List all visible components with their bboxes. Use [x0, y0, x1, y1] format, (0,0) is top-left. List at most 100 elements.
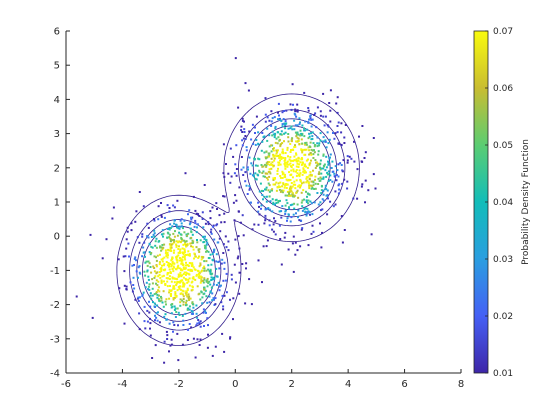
- scatter-point: [258, 213, 261, 216]
- scatter-point: [274, 132, 277, 135]
- scatter-point: [223, 267, 226, 270]
- scatter-point: [283, 186, 286, 189]
- scatter-point: [180, 268, 182, 271]
- scatter-point: [182, 295, 185, 298]
- scatter-point: [244, 180, 247, 183]
- scatter-point: [191, 288, 194, 291]
- scatter-point: [296, 162, 299, 165]
- scatter-point: [184, 271, 187, 274]
- scatter-point: [275, 137, 278, 140]
- scatter-point: [294, 145, 297, 148]
- scatter-point: [218, 289, 221, 292]
- scatter-point: [164, 300, 167, 303]
- scatter-point: [180, 292, 183, 295]
- scatter-point: [295, 170, 297, 173]
- scatter-point: [187, 328, 189, 331]
- scatter-point: [297, 196, 300, 199]
- scatter-point: [273, 217, 275, 220]
- scatter-point: [209, 231, 212, 234]
- scatter-point: [176, 266, 179, 269]
- scatter-point: [279, 190, 282, 193]
- scatter-point: [306, 166, 309, 169]
- scatter-point: [161, 260, 164, 263]
- scatter-point: [184, 172, 187, 175]
- scatter-point: [307, 137, 310, 140]
- scatter-point: [268, 119, 271, 122]
- scatter-point: [177, 285, 180, 288]
- scatter-point: [166, 204, 169, 207]
- scatter-point: [207, 268, 210, 271]
- scatter-point: [142, 205, 145, 208]
- scatter-point: [316, 192, 319, 194]
- scatter-point: [300, 219, 303, 222]
- scatter-point: [250, 162, 253, 165]
- scatter-point: [147, 278, 150, 281]
- scatter-point: [291, 176, 294, 179]
- scatter-point: [298, 163, 300, 166]
- scatter-point: [190, 269, 193, 272]
- scatter-point: [290, 108, 293, 111]
- scatter-point: [299, 186, 302, 189]
- scatter-point: [127, 242, 130, 245]
- scatter-point: [292, 213, 295, 216]
- scatter-point: [223, 175, 226, 178]
- scatter-point: [308, 174, 311, 177]
- scatter-point: [364, 201, 366, 204]
- scatter-point: [144, 274, 147, 277]
- scatter-point: [335, 102, 338, 105]
- scatter-point: [190, 218, 193, 221]
- scatter-point: [308, 193, 311, 196]
- scatter-point: [285, 178, 288, 181]
- scatter-point: [207, 324, 209, 327]
- scatter-point: [184, 258, 187, 261]
- scatter-point: [301, 142, 304, 145]
- scatter-point: [137, 266, 140, 269]
- scatter-point: [294, 241, 297, 244]
- scatter-point: [168, 350, 170, 353]
- scatter-point: [251, 164, 254, 167]
- scatter-point: [217, 281, 220, 284]
- scatter-point: [336, 169, 339, 172]
- scatter-point: [320, 177, 323, 180]
- scatter-point: [275, 202, 278, 204]
- scatter-point: [163, 340, 166, 343]
- scatter-point: [317, 177, 320, 180]
- scatter-point: [154, 240, 157, 243]
- scatter-point: [270, 150, 273, 153]
- scatter-point: [164, 313, 167, 316]
- scatter-point: [177, 311, 180, 314]
- scatter-point: [269, 172, 272, 175]
- scatter-point: [299, 161, 302, 164]
- scatter-point: [244, 137, 247, 140]
- scatter-point: [363, 157, 366, 159]
- scatter-point: [257, 157, 260, 160]
- scatter-point: [185, 272, 188, 275]
- scatter-point: [277, 131, 280, 134]
- scatter-point: [170, 303, 173, 306]
- scatter-point: [302, 170, 305, 173]
- scatter-point: [262, 198, 264, 201]
- scatter-point: [137, 296, 140, 299]
- scatter-point: [209, 210, 212, 213]
- scatter-point: [322, 153, 325, 156]
- scatter-point: [237, 255, 240, 258]
- scatter-point: [164, 283, 167, 285]
- scatter-point: [289, 220, 292, 223]
- scatter-point: [175, 295, 178, 298]
- scatter-point: [136, 236, 139, 239]
- scatter-point: [298, 184, 301, 187]
- scatter-point: [148, 311, 151, 314]
- scatter-point: [193, 268, 196, 271]
- scatter-point: [166, 285, 169, 288]
- scatter-point: [158, 261, 161, 264]
- scatter-point: [216, 223, 219, 226]
- scatter-point: [281, 191, 284, 194]
- axes: [65, 31, 461, 374]
- scatter-point: [203, 286, 206, 289]
- scatter-point: [310, 180, 313, 183]
- scatter-point: [301, 227, 304, 230]
- scatter-point: [346, 155, 349, 158]
- scatter-point: [265, 150, 268, 153]
- scatter-point: [177, 251, 180, 254]
- scatter-point: [163, 361, 166, 364]
